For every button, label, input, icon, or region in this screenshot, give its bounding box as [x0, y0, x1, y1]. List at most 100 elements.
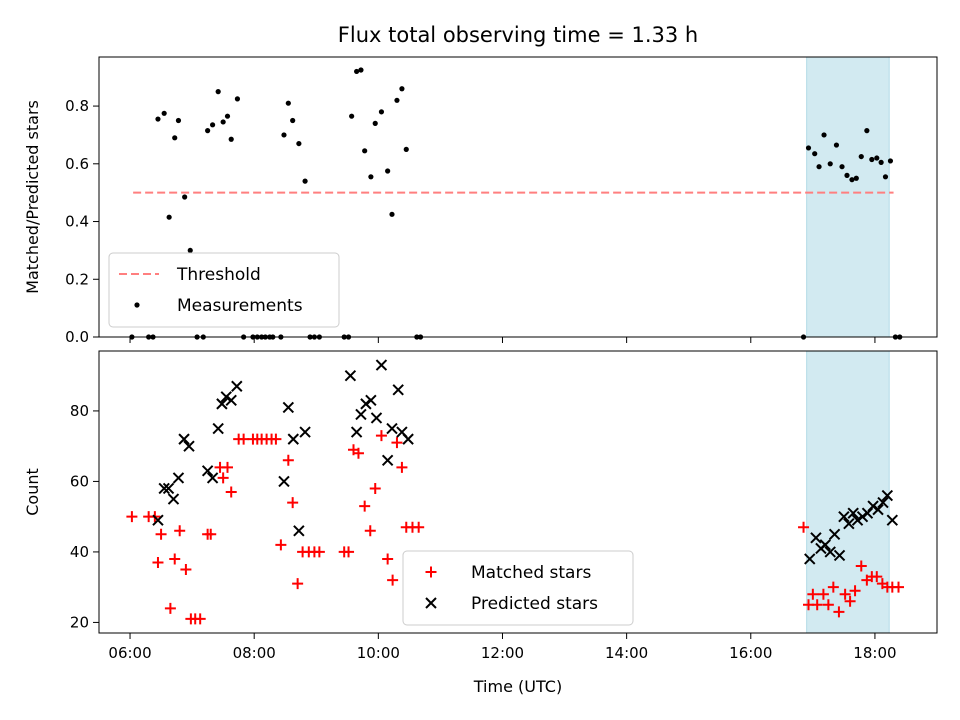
- data-point-dot: [839, 164, 845, 170]
- x-tick-label: 14:00: [605, 644, 648, 662]
- ratio-y-ticks: 0.0 0.2 0.4 0.6 0.8: [65, 97, 99, 346]
- x-tick-label: 12:00: [481, 644, 524, 662]
- data-point-dot: [821, 132, 827, 138]
- data-point-plus: [364, 525, 376, 537]
- data-point-plus: [807, 588, 819, 600]
- data-point-plus: [180, 564, 192, 576]
- data-point-dot: [224, 113, 231, 119]
- count-marks: [126, 359, 905, 625]
- data-point-dot: [187, 247, 193, 254]
- legend-box: [402, 550, 634, 626]
- data-point-dot: [878, 159, 884, 165]
- data-point-cross: [365, 394, 377, 407]
- data-point-cross: [225, 394, 237, 407]
- data-point-dot: [372, 120, 378, 126]
- data-point-cross: [804, 553, 816, 565]
- data-point-plus: [844, 595, 856, 607]
- count-panel: 06:00 08:00 10:00 12:00 14:00 16:00 18:00 20 40…: [23, 350, 938, 662]
- highlight-span: [806, 350, 890, 634]
- x-tick-label: 08:00: [233, 644, 276, 662]
- data-point-plus: [225, 486, 237, 498]
- data-point-dot: [290, 117, 296, 124]
- legend-marker: [425, 566, 437, 578]
- data-point-plus: [282, 454, 294, 466]
- data-point-plus: [287, 497, 299, 509]
- data-point-plus: [217, 472, 229, 484]
- data-point-plus: [275, 539, 287, 551]
- data-point-dot: [827, 161, 833, 167]
- data-point-cross: [824, 546, 836, 558]
- data-point-plus: [839, 588, 851, 600]
- data-point-dot: [389, 211, 395, 217]
- legend-label: Threshold: [176, 265, 261, 285]
- y-tick-label: 80: [70, 402, 89, 420]
- data-point-dot: [354, 68, 360, 75]
- x-tick-label: 06:00: [108, 644, 151, 662]
- data-point-plus: [822, 599, 834, 611]
- data-point-cross: [386, 422, 398, 435]
- data-point-dot: [853, 175, 859, 181]
- data-point-plus: [893, 581, 905, 593]
- count-y-ticks: 20 40 60 80: [70, 402, 99, 631]
- data-point-plus: [811, 599, 823, 611]
- data-point-cross: [370, 412, 383, 424]
- data-point-cross: [220, 391, 232, 403]
- data-point-plus: [827, 581, 839, 593]
- ratio-y-axis-label: Matched/Predicted stars: [23, 100, 42, 294]
- data-point-plus: [343, 546, 355, 558]
- data-point-cross: [838, 510, 850, 523]
- x-tick-label: 18:00: [853, 644, 896, 662]
- data-point-cross: [167, 493, 180, 505]
- legend-box: [108, 252, 340, 328]
- data-point-cross: [851, 514, 864, 526]
- data-point-plus: [352, 447, 364, 459]
- data-point-plus: [798, 521, 810, 533]
- data-point-cross: [287, 433, 299, 445]
- data-point-cross: [847, 507, 859, 519]
- data-point-dot: [874, 155, 880, 161]
- y-tick-label: 0.4: [65, 213, 89, 231]
- data-point-plus: [238, 433, 250, 445]
- y-tick-label: 60: [70, 472, 89, 490]
- data-point-dot: [399, 86, 405, 92]
- data-point-plus: [126, 511, 138, 523]
- data-point-plus: [382, 553, 394, 565]
- data-point-dot: [182, 194, 188, 200]
- data-point-cross: [183, 440, 195, 452]
- data-point-dot: [816, 164, 822, 170]
- count-y-axis-label: Count: [23, 468, 42, 516]
- data-point-plus: [833, 606, 845, 618]
- data-point-plus: [871, 571, 883, 583]
- data-point-cross: [819, 539, 831, 551]
- data-point-dot: [869, 156, 875, 163]
- data-point-dot: [234, 96, 241, 102]
- data-point-cross: [375, 359, 388, 371]
- data-point-cross: [861, 507, 874, 519]
- data-point-cross: [278, 475, 290, 488]
- legend-label: Predicted stars: [471, 594, 598, 614]
- data-point-dot: [368, 174, 374, 180]
- data-point-dot: [864, 128, 870, 134]
- data-point-plus: [164, 602, 176, 614]
- data-point-plus: [152, 557, 164, 568]
- y-tick-label: 20: [70, 613, 89, 631]
- ratio-x-ticks: [129, 337, 876, 343]
- data-point-dot: [161, 110, 167, 116]
- data-point-cross: [350, 426, 363, 438]
- data-point-cross: [299, 426, 311, 438]
- ratio-legend: Threshold Measurements: [108, 252, 340, 328]
- data-point-dot: [887, 158, 894, 164]
- data-point-plus: [375, 430, 387, 442]
- data-point-plus: [817, 588, 829, 600]
- data-point-plus: [369, 482, 381, 494]
- data-point-dot: [844, 172, 850, 178]
- y-tick-label: 0.6: [65, 155, 89, 173]
- highlight-span: [806, 56, 890, 338]
- data-point-dot: [172, 135, 178, 141]
- data-point-dot: [849, 177, 855, 183]
- data-point-plus: [849, 585, 861, 597]
- data-point-plus: [205, 528, 217, 540]
- data-point-cross: [886, 514, 899, 526]
- data-point-dot: [403, 146, 409, 152]
